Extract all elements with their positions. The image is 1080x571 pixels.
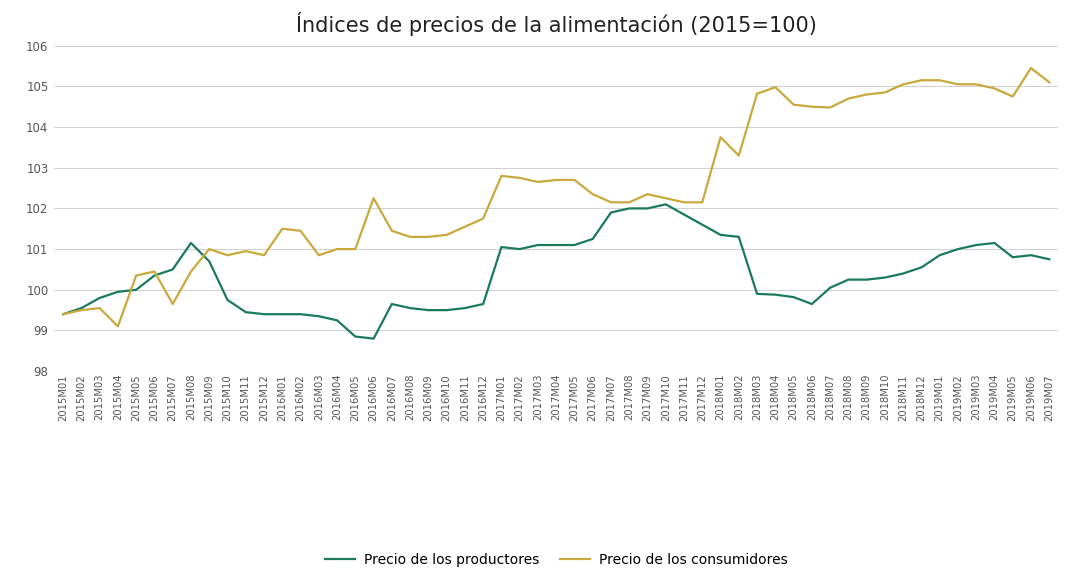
Precio de los consumidores (185, 268, 198, 275)
Precio de los consumidores (441, 231, 454, 238)
Precio de los productores (166, 266, 179, 273)
Precio de los consumidores (1025, 65, 1038, 71)
Precio de los consumidores (951, 81, 964, 88)
Precio de los consumidores (1007, 93, 1020, 100)
Precio de los consumidores (1043, 79, 1056, 86)
Precio de los productores (294, 311, 307, 317)
Line: Precio de los productores: Precio de los productores (63, 204, 1050, 339)
Precio de los productores (970, 242, 983, 248)
Precio de los consumidores (312, 252, 325, 259)
Precio de los productores (1025, 252, 1038, 259)
Legend: Precio de los productores, Precio de los consumidores: Precio de los productores, Precio de los… (320, 548, 793, 571)
Precio de los productores (367, 335, 380, 342)
Precio de los consumidores (56, 311, 69, 317)
Precio de los productores (56, 311, 69, 317)
Precio de los consumidores (257, 252, 270, 259)
Precio de los consumidores (111, 323, 124, 330)
Line: Precio de los consumidores: Precio de los consumidores (63, 68, 1050, 327)
Precio de los productores (240, 309, 253, 316)
Precio de los productores (659, 201, 672, 208)
Precio de los productores (1043, 256, 1056, 263)
Title: Índices de precios de la alimentación (2015=100): Índices de precios de la alimentación (2… (296, 12, 816, 36)
Precio de los productores (441, 307, 454, 313)
